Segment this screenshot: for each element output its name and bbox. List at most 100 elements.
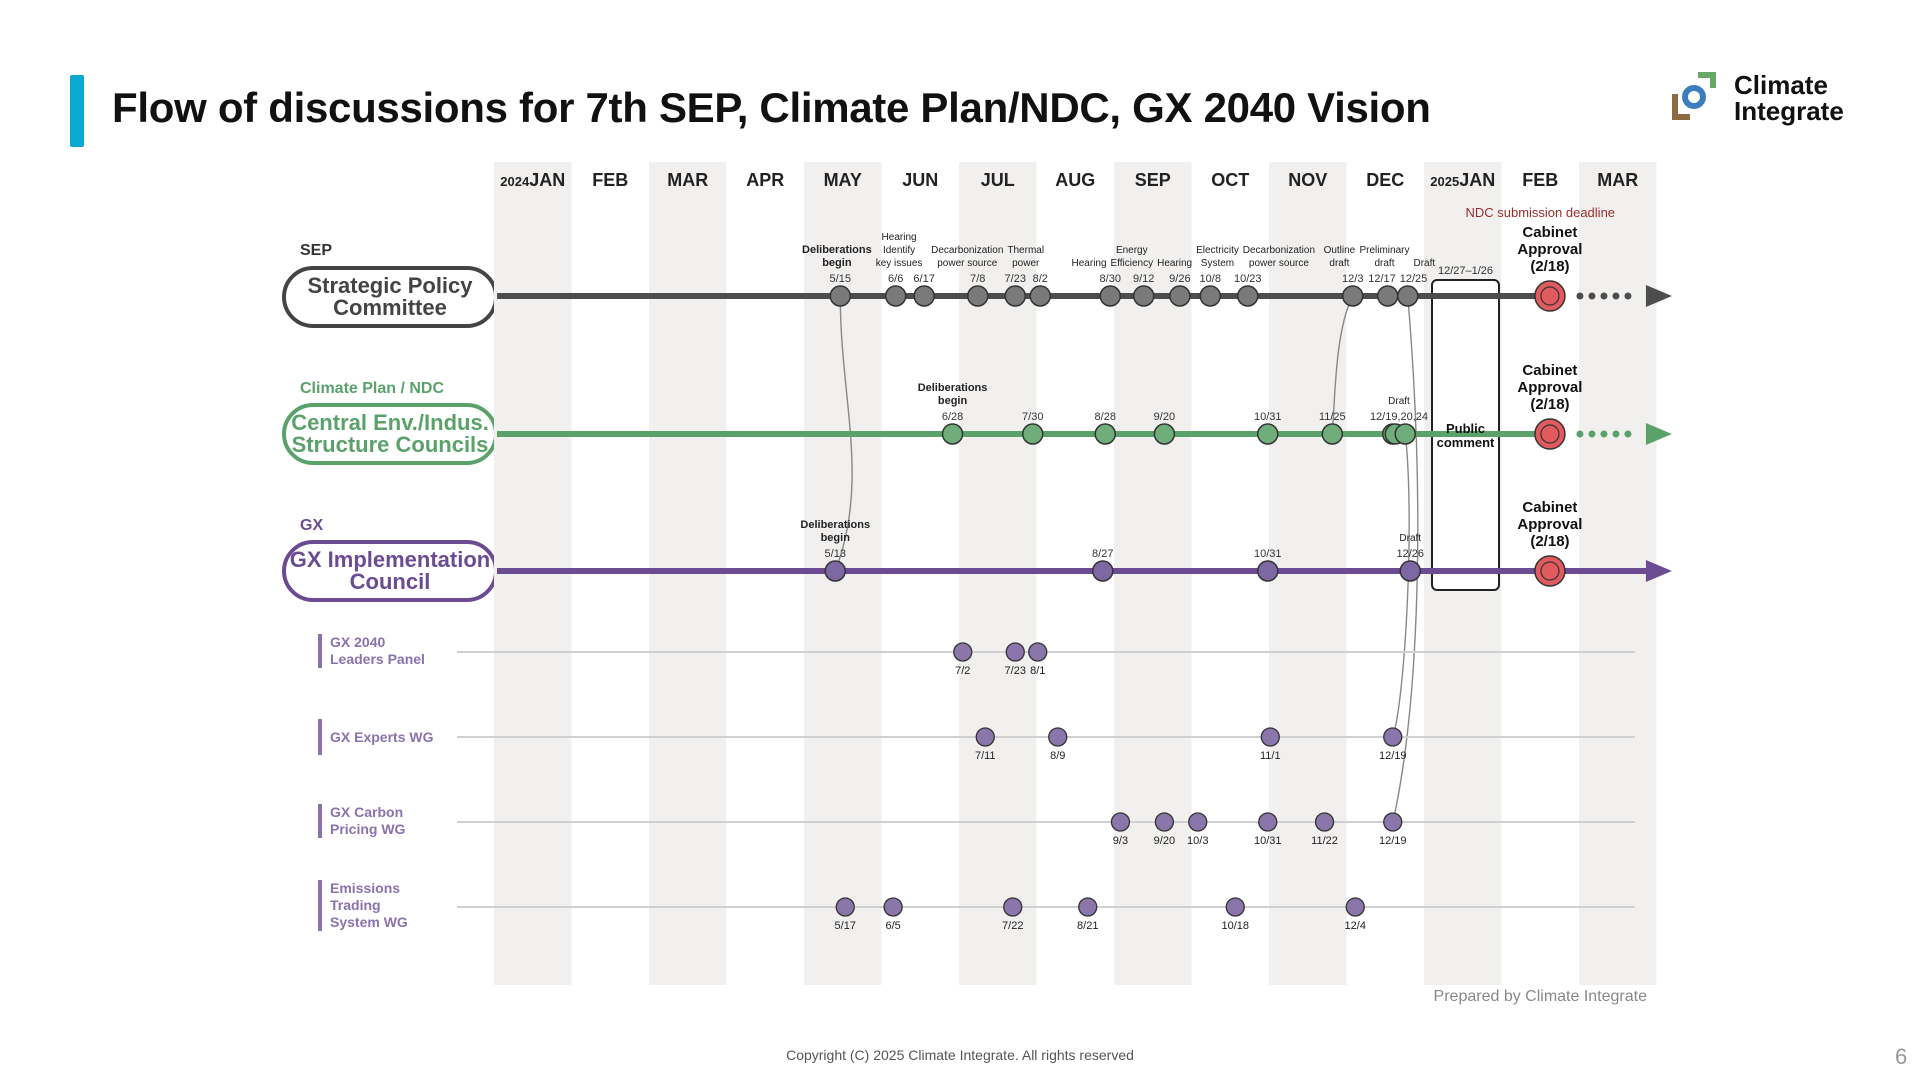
dotted-continuation: [1600, 430, 1608, 438]
climate-integrate-logo-icon: [1672, 72, 1716, 120]
logo-line-1: Climate: [1734, 70, 1828, 100]
cabinet-label: Cabinet: [1522, 499, 1577, 516]
event-date: 7/30: [1022, 411, 1043, 423]
logo: Climate Integrate: [1670, 70, 1870, 130]
event-date: 12/25: [1400, 273, 1428, 285]
lane-pill-sep[interactable]: Strategic Policy Committee: [282, 266, 498, 328]
month-header: APR: [746, 170, 784, 190]
month-header: MAR: [1597, 170, 1638, 190]
sub-event-date: 9/3: [1113, 835, 1128, 847]
sub-event-date: 11/22: [1311, 835, 1338, 847]
sub-event-node: [1260, 727, 1280, 747]
event-node: [941, 423, 964, 445]
sub-event-node: [1188, 812, 1208, 832]
sub-event-date: 9/20: [1154, 835, 1175, 847]
event-date: 6/17: [913, 273, 934, 285]
event-date: 10/31: [1254, 548, 1282, 560]
arrow-head-icon: [1645, 285, 1672, 307]
cabinet-label: Approval: [1517, 241, 1582, 258]
dotted-continuation: [1588, 292, 1596, 300]
sub-lane-name: Trading: [330, 897, 381, 913]
lane-pill-ndc[interactable]: Central Env./Indus. Structure Councils: [282, 403, 498, 465]
event-node: [1169, 285, 1191, 307]
sub-event-node: [1110, 812, 1131, 832]
event-label: Thermal: [1007, 245, 1044, 256]
event-node: [913, 285, 935, 307]
sub-event-date: 12/19: [1379, 835, 1407, 847]
sub-event-node: [1383, 727, 1403, 747]
sub-event-date: 7/11: [975, 750, 996, 762]
copyright: Copyright (C) 2025 Climate Integrate. Al…: [786, 1047, 1134, 1063]
event-node: [1377, 285, 1399, 307]
event-label: draft: [1329, 258, 1349, 269]
dotted-continuation: [1624, 292, 1632, 300]
sub-lane-name: Pricing WG: [330, 821, 406, 837]
event-date: 8/2: [1033, 273, 1048, 285]
event-node: [1397, 285, 1419, 307]
sub-event-node: [1048, 727, 1068, 747]
arrow-head-icon: [1645, 560, 1672, 582]
logo-text: Climate Integrate: [1734, 72, 1844, 124]
sub-event-date: 6/5: [885, 920, 900, 932]
cabinet-label: (2/18): [1530, 533, 1569, 550]
sub-event-date: 10/3: [1187, 835, 1208, 847]
sub-event-node: [975, 727, 995, 747]
dotted-continuation: [1576, 430, 1584, 438]
lane-category-sep: SEP: [300, 242, 333, 259]
event-date: 7/8: [970, 273, 985, 285]
sub-lane-label-ets: Emissions Trading System WG: [318, 880, 408, 931]
event-date: 12/17: [1368, 273, 1396, 285]
event-date: 5/13: [825, 548, 846, 560]
event-label: key issues: [876, 258, 923, 269]
event-date: 8/28: [1095, 411, 1116, 423]
page-title: Flow of discussions for 7th SEP, Climate…: [112, 84, 1431, 131]
month-header: AUG: [1055, 170, 1095, 190]
event-date: 6/28: [942, 411, 963, 423]
cabinet-label: Cabinet: [1522, 362, 1577, 379]
event-node: [1399, 560, 1421, 582]
prepared-by: Prepared by Climate Integrate: [1433, 988, 1647, 1005]
sub-event-node: [1345, 897, 1365, 917]
cabinet-approval-ring: [1540, 561, 1560, 581]
sub-event-date: 10/18: [1221, 920, 1249, 932]
sub-event-date: 7/2: [955, 665, 970, 677]
event-label: power: [1012, 258, 1040, 269]
event-node: [1199, 285, 1221, 307]
event-label: Energy: [1116, 245, 1148, 256]
sub-event-node: [883, 897, 903, 917]
event-node: [1394, 423, 1416, 445]
event-label: Identify: [883, 245, 915, 256]
event-label: Preliminary: [1359, 245, 1409, 256]
sub-lane-label-experts: GX Experts WG: [318, 719, 433, 755]
month-header: DEC: [1366, 170, 1404, 190]
lane-category-ndc: Climate Plan / NDC: [300, 380, 445, 397]
event-label: Decarbonization: [1243, 245, 1315, 256]
ndc-deadline-label: NDC submission deadline: [1465, 205, 1615, 220]
sub-event-node: [953, 642, 973, 662]
event-node: [1342, 285, 1364, 307]
connector-curve: [1392, 295, 1419, 824]
event-date: 9/20: [1154, 411, 1175, 423]
cabinet-label: Approval: [1517, 379, 1582, 396]
dotted-continuation: [1624, 430, 1632, 438]
event-date: 10/8: [1200, 273, 1221, 285]
sub-event-date: 12/4: [1345, 920, 1366, 932]
lane-pill-gx[interactable]: GX Implementation Council: [282, 540, 498, 602]
sub-lane-name: GX Carbon: [330, 804, 404, 820]
event-date: 12/26: [1396, 548, 1424, 560]
event-label: System: [1201, 258, 1234, 269]
sub-event-node: [1003, 897, 1023, 917]
event-node: [1094, 423, 1116, 445]
public-comment-period: 12/27–1/26: [1438, 265, 1493, 277]
sub-event-date: 7/23: [1005, 665, 1026, 677]
event-label: Electricity: [1196, 245, 1239, 256]
sub-event-date: 12/19: [1379, 750, 1407, 762]
sub-lane-name: GX 2040: [330, 634, 386, 650]
event-label: Hearing: [1157, 258, 1192, 269]
event-label: Hearing: [882, 232, 917, 243]
connector-curve: [834, 295, 853, 572]
cabinet-approval-node: [1534, 280, 1566, 312]
sub-lane-label-leaders: GX 2040 Leaders Panel: [318, 634, 425, 668]
event-label: Deliberations: [802, 244, 872, 256]
event-date: 9/26: [1169, 273, 1190, 285]
